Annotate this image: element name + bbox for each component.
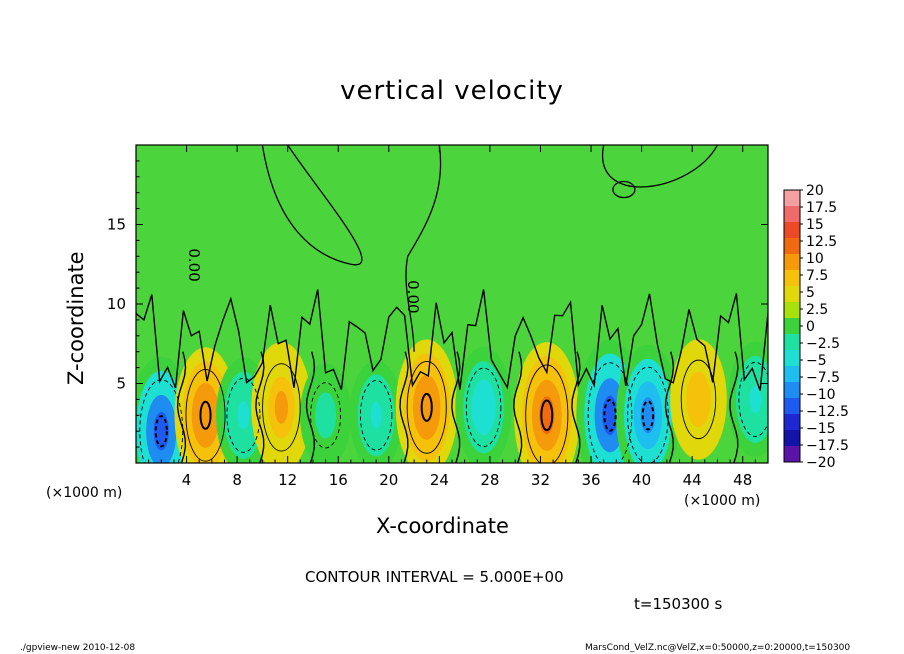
colorbar-label: 0 <box>806 319 815 335</box>
zero-contour-vertical <box>571 351 581 463</box>
contour-line <box>310 382 342 449</box>
contour-line <box>525 364 569 463</box>
x-unit-right: (×1000 m) <box>684 493 761 509</box>
contour-line-core <box>603 398 617 432</box>
zero-contour-vertical <box>305 351 316 463</box>
velocity-cell-core <box>749 385 762 414</box>
x-tick-label: 40 <box>632 471 651 489</box>
velocity-cell-core <box>692 384 705 415</box>
colorbar-swatch <box>784 334 800 351</box>
colorbar-label: 2.5 <box>806 302 828 318</box>
zero-contour-vertical <box>664 351 675 463</box>
colorbar-swatch <box>784 254 800 271</box>
contour-interval-note: CONTOUR INTERVAL = 5.000E+00 <box>305 568 564 586</box>
zero-contour-vertical <box>176 351 187 463</box>
colorbar-swatch <box>784 190 800 207</box>
zero-contour-vertical <box>399 351 409 463</box>
contour-line <box>738 361 768 437</box>
colorbar-swatch <box>784 382 800 399</box>
contour-line <box>359 379 393 451</box>
y-tick-label: 15 <box>107 216 126 234</box>
contour-line <box>627 366 669 463</box>
contour-label: 0.00 <box>404 280 422 313</box>
velocity-cell-core <box>320 403 331 428</box>
colorbar-swatch <box>784 206 800 223</box>
zero-contour-vertical <box>255 351 265 463</box>
time-note: t=150300 s <box>634 595 723 613</box>
colorbar-swatch <box>784 222 800 239</box>
x-tick-label: 36 <box>581 471 600 489</box>
contour-line-core <box>540 399 554 432</box>
colorbar-swatch <box>784 350 800 367</box>
contour-line <box>680 359 717 440</box>
contour-line <box>406 361 447 454</box>
colorbar-swatch <box>784 302 800 319</box>
x-tick-label: 44 <box>683 471 702 489</box>
colorbar-swatch <box>784 318 800 335</box>
zero-contour-vertical <box>451 351 461 463</box>
x-tick-label: 28 <box>480 471 499 489</box>
colorbar-label: −17.5 <box>806 438 849 454</box>
colorbar-swatch <box>784 398 800 415</box>
x-tick-label: 8 <box>232 471 242 489</box>
x-axis-label: X-coordinate <box>376 514 509 538</box>
zero-contour-upper <box>261 145 363 266</box>
contour-line <box>262 363 301 452</box>
colorbar-swatch <box>784 270 800 287</box>
x-unit-left: (×1000 m) <box>46 485 123 501</box>
colorbar-swatch <box>784 366 800 383</box>
zero-contour-loop <box>612 180 636 199</box>
velocity-cell-core <box>237 401 250 430</box>
contour-label: 0.00 <box>185 248 203 281</box>
colorbar-label: −5 <box>806 353 827 369</box>
colorbar-label: 5 <box>806 285 815 301</box>
colorbar-label: 15 <box>806 217 824 233</box>
footer-right: MarsCond_VelZ.nc@VelZ,x=0:50000,z=0:2000… <box>585 643 851 653</box>
x-tick-label: 12 <box>278 471 297 489</box>
zero-contour-upper <box>405 145 442 352</box>
velocity-cell-core <box>274 390 288 424</box>
colorbar-label: −10 <box>806 387 836 403</box>
colorbar-label: −20 <box>806 455 836 471</box>
y-axis-label: Z-coordinate <box>64 251 88 385</box>
velocity-cell-core <box>477 392 490 423</box>
colorbar-swatch <box>784 430 800 447</box>
x-tick-label: 20 <box>379 471 398 489</box>
zero-contour <box>136 289 768 391</box>
contour-line <box>226 377 261 453</box>
x-tick-label: 48 <box>733 471 752 489</box>
contour-line-core <box>641 400 655 431</box>
colorbar-swatch <box>784 238 800 255</box>
colorbar-label: −2.5 <box>806 336 840 352</box>
contour-line-core <box>199 400 212 430</box>
colorbar-label: −12.5 <box>806 404 849 420</box>
zero-contour-upper <box>601 145 719 188</box>
colorbar-label: 17.5 <box>806 200 837 216</box>
footer-left: ./gpview-new 2010-12-08 <box>20 643 136 653</box>
x-tick-label: 4 <box>182 471 192 489</box>
colorbar-label: 20 <box>806 183 824 199</box>
colorbar-swatch <box>784 286 800 303</box>
colorbar-label: 7.5 <box>806 268 828 284</box>
colorbar-label: 10 <box>806 251 824 267</box>
colorbar-label: −15 <box>806 421 836 437</box>
contour-line <box>587 362 633 463</box>
contour-line-core <box>154 415 168 448</box>
colorbar-swatch <box>784 446 800 463</box>
colorbar-label: −7.5 <box>806 370 840 386</box>
velocity-cell-core <box>370 402 382 429</box>
x-tick-label: 32 <box>531 471 550 489</box>
zero-contour-vertical <box>729 351 739 463</box>
contour-line-core <box>420 392 433 422</box>
y-tick-label: 10 <box>107 295 126 313</box>
y-tick-label: 5 <box>116 375 126 393</box>
x-tick-label: 24 <box>430 471 449 489</box>
zero-contour-vertical <box>513 351 523 463</box>
colorbar-label: 12.5 <box>806 234 837 250</box>
contour-line <box>465 367 502 448</box>
chart-title: vertical velocity <box>340 76 564 106</box>
x-tick-label: 16 <box>329 471 348 489</box>
colorbar-swatch <box>784 414 800 431</box>
